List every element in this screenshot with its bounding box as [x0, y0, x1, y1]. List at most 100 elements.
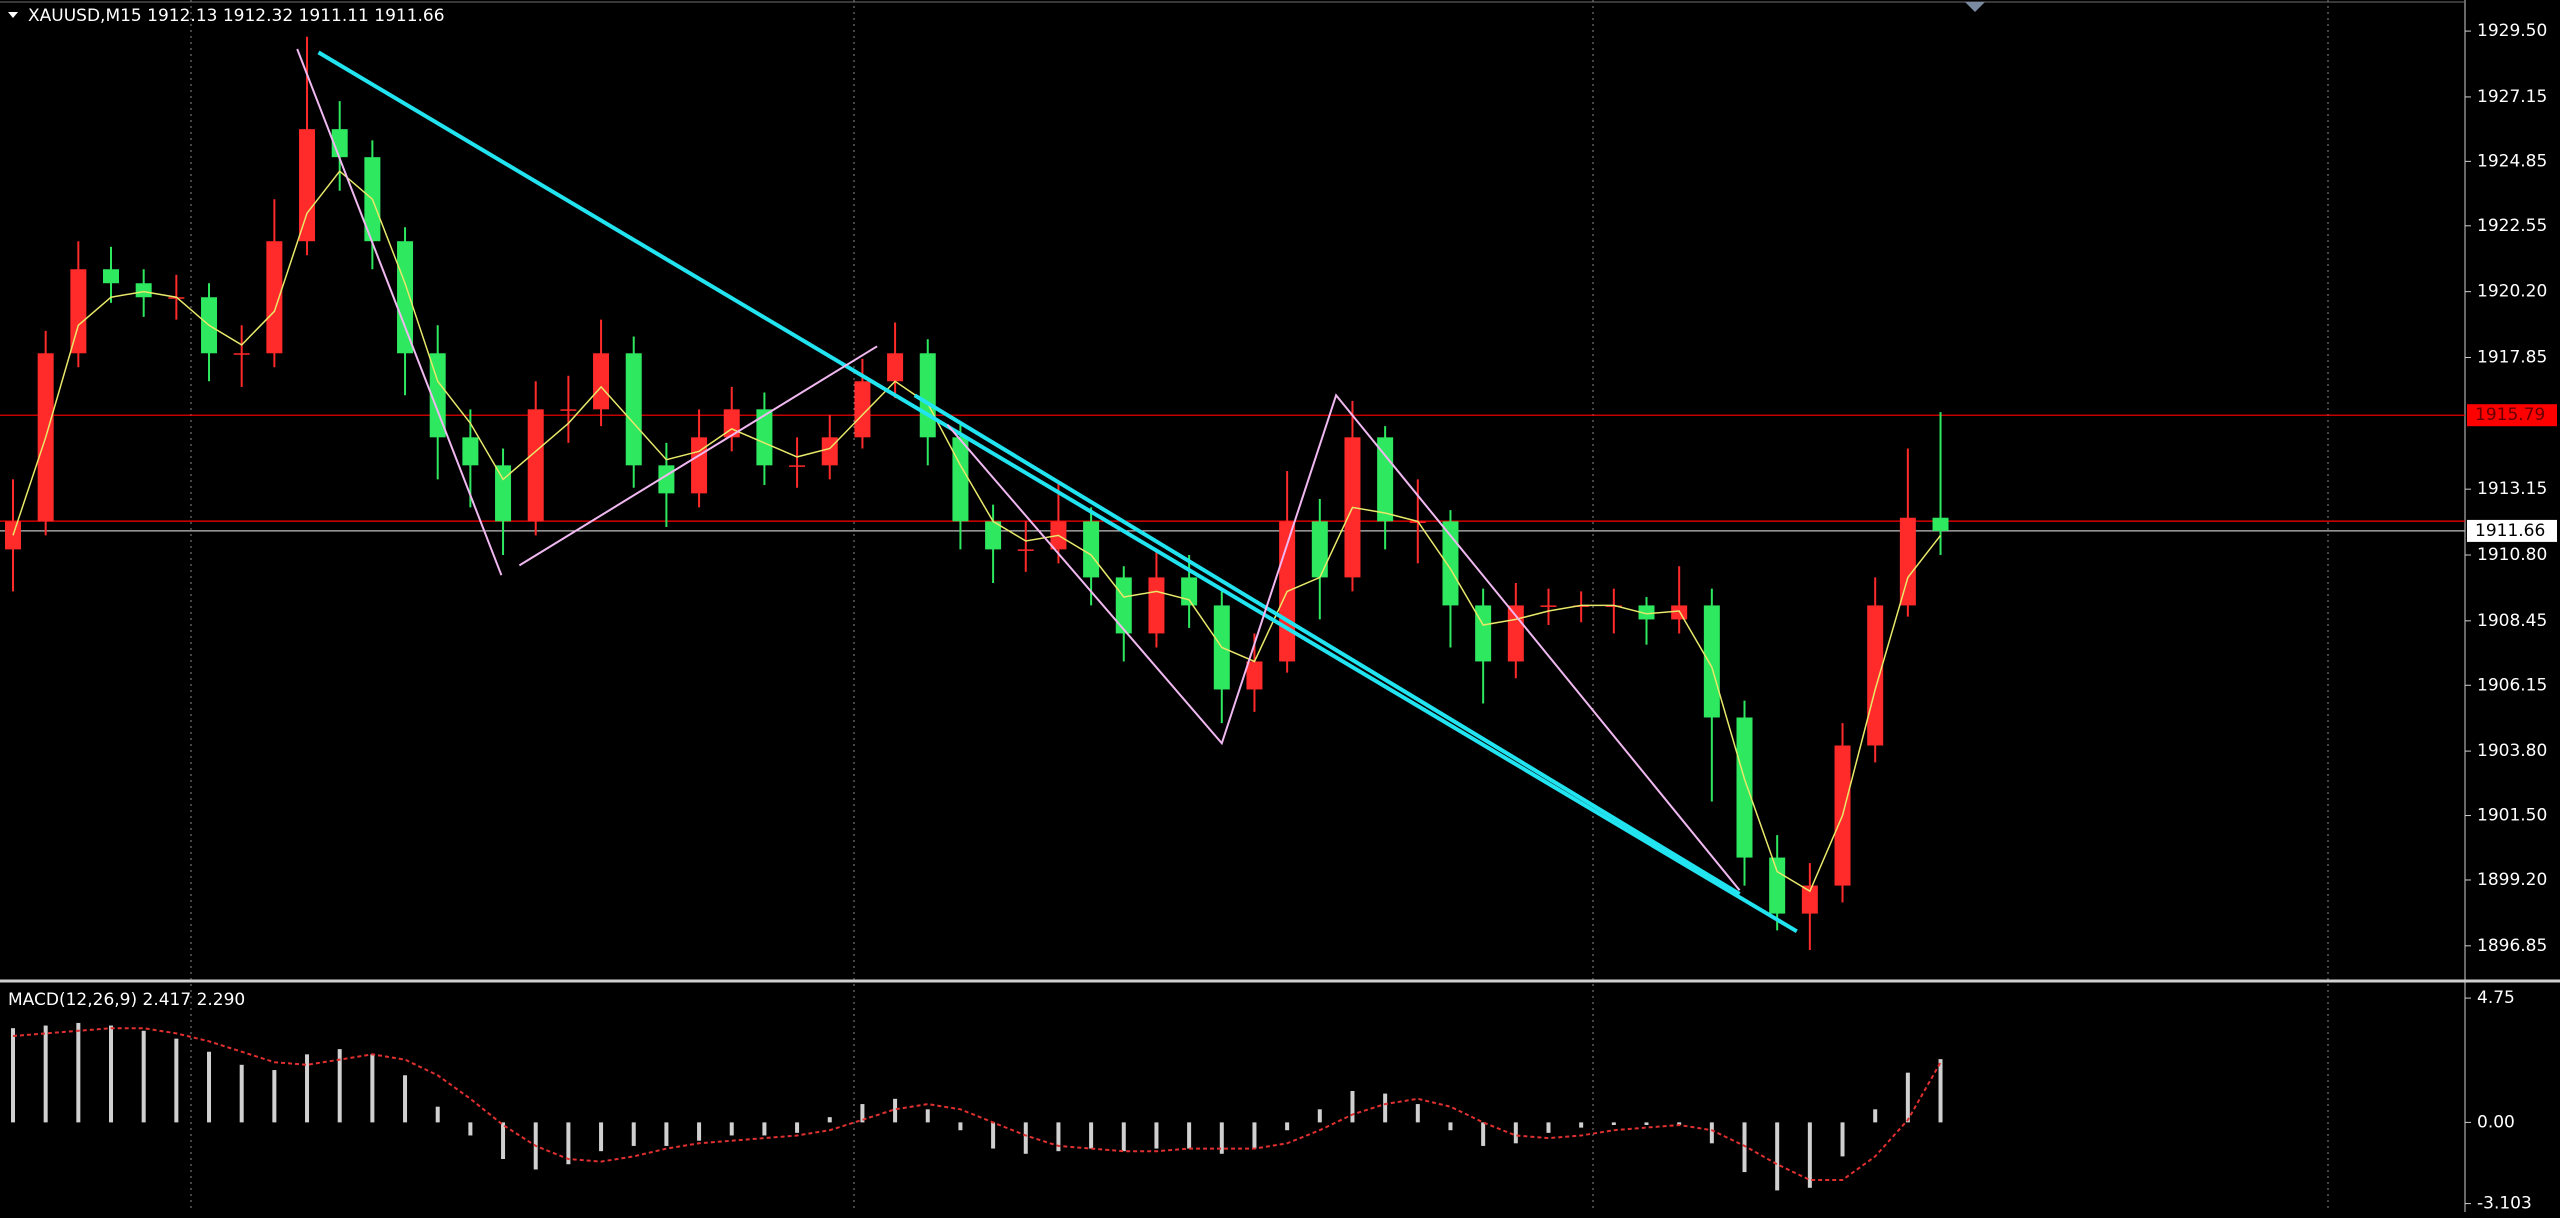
macd-bar — [11, 1028, 15, 1123]
macd-bar — [1219, 1122, 1224, 1154]
macd-bar — [599, 1122, 604, 1152]
macd-bar — [370, 1054, 375, 1123]
macd-bar — [174, 1038, 179, 1123]
macd-bar — [795, 1122, 800, 1133]
shift-marker — [1965, 2, 1985, 12]
macd-bar — [958, 1122, 963, 1131]
macd-bar — [1579, 1122, 1584, 1128]
macd-bar — [1056, 1122, 1061, 1152]
macd-bar — [1938, 1059, 1943, 1123]
macd-bar — [1383, 1093, 1388, 1123]
macd-bar — [1089, 1122, 1094, 1149]
candle-body — [462, 437, 479, 466]
macd-bar — [1807, 1122, 1812, 1188]
macd-bar — [1644, 1122, 1649, 1125]
candle-body — [1115, 577, 1132, 634]
macd-bar — [109, 1025, 114, 1123]
candle-body — [1148, 577, 1165, 634]
price-tag — [2467, 404, 2557, 427]
candle-body — [1181, 577, 1198, 606]
macd-bar — [1285, 1122, 1290, 1131]
candle-body — [821, 437, 838, 466]
candle-body — [1246, 661, 1263, 690]
macd-bar — [1481, 1122, 1486, 1146]
candle-body — [266, 241, 283, 354]
macd-bar — [1154, 1122, 1159, 1149]
candle-body — [1017, 549, 1034, 551]
macd-bar — [403, 1075, 408, 1123]
macd-bar — [435, 1106, 440, 1123]
macd-bar — [860, 1104, 865, 1123]
macd-bar — [827, 1117, 832, 1123]
candle-body — [1311, 521, 1328, 578]
candle-body — [299, 129, 316, 242]
macd-bar — [1905, 1072, 1910, 1123]
macd-bar — [1709, 1122, 1714, 1144]
price-tag — [2467, 519, 2557, 542]
menu-arrow — [8, 12, 18, 18]
y-tick-label: 1903.80 — [2477, 741, 2547, 761]
candle-body — [1573, 605, 1590, 607]
candle-body — [952, 437, 969, 522]
y-tick-label: 1929.50 — [2477, 21, 2547, 41]
y-tick-label: 0.00 — [2477, 1112, 2515, 1132]
candle-body — [1899, 517, 1916, 606]
macd-bar — [1775, 1122, 1780, 1191]
macd-bar — [664, 1122, 669, 1146]
candle-body — [429, 353, 446, 438]
candle-body — [103, 269, 120, 284]
candle-body — [135, 283, 152, 298]
macd-bar — [207, 1051, 212, 1123]
macd-bar — [43, 1025, 48, 1123]
y-tick-label: 1922.55 — [2477, 216, 2547, 236]
candle-body — [691, 437, 708, 494]
candle-body — [1377, 437, 1394, 522]
moving-average — [12, 170, 1942, 893]
macd-bar — [76, 1022, 81, 1123]
macd-bar — [1121, 1122, 1126, 1152]
candle-body — [919, 353, 936, 438]
macd-bar — [1513, 1122, 1518, 1144]
macd-bar — [1023, 1122, 1028, 1154]
candle-body — [397, 241, 414, 354]
macd-bar — [1350, 1090, 1355, 1123]
macd-bar — [697, 1122, 702, 1141]
candle-body — [1932, 517, 1949, 531]
candle-body — [527, 409, 544, 522]
candle-body — [593, 353, 610, 410]
trendline — [317, 50, 1798, 934]
y-tick-label: 1910.80 — [2477, 545, 2547, 565]
price-tag-label: 1911.66 — [2475, 521, 2545, 541]
candle-body — [854, 381, 871, 438]
candle-body — [1475, 605, 1492, 662]
candle-body — [625, 353, 642, 466]
macd-bar — [729, 1122, 734, 1136]
candle-body — [756, 409, 773, 466]
macd-bar — [1187, 1122, 1192, 1149]
chart-title: XAUUSD,M15 1912.13 1912.32 1911.11 1911.… — [28, 6, 445, 26]
macd-bar — [305, 1054, 310, 1123]
y-tick-label: 1924.85 — [2477, 151, 2547, 171]
trendline — [913, 393, 1741, 896]
candle-body — [233, 353, 250, 355]
macd-bar — [893, 1098, 898, 1123]
candle-body — [1507, 605, 1524, 662]
y-tick-label: 1920.20 — [2477, 282, 2547, 302]
macd-bar — [1448, 1122, 1453, 1131]
candle-body — [1703, 605, 1720, 718]
macd-bar — [272, 1070, 277, 1123]
y-tick-label: 1899.20 — [2477, 870, 2547, 890]
macd-bar — [925, 1109, 930, 1123]
macd-bar — [337, 1049, 342, 1123]
price-tag-label: 1915.79 — [2475, 405, 2545, 425]
candle-body — [789, 465, 806, 467]
macd-bar — [991, 1122, 996, 1149]
y-tick-label: 1908.45 — [2477, 611, 2547, 631]
macd-title: MACD(12,26,9) 2.417 2.290 — [8, 990, 245, 1010]
macd-bar — [631, 1122, 636, 1146]
candle-body — [1801, 885, 1818, 914]
candle-body — [1442, 521, 1459, 606]
macd-bar — [1546, 1122, 1551, 1133]
